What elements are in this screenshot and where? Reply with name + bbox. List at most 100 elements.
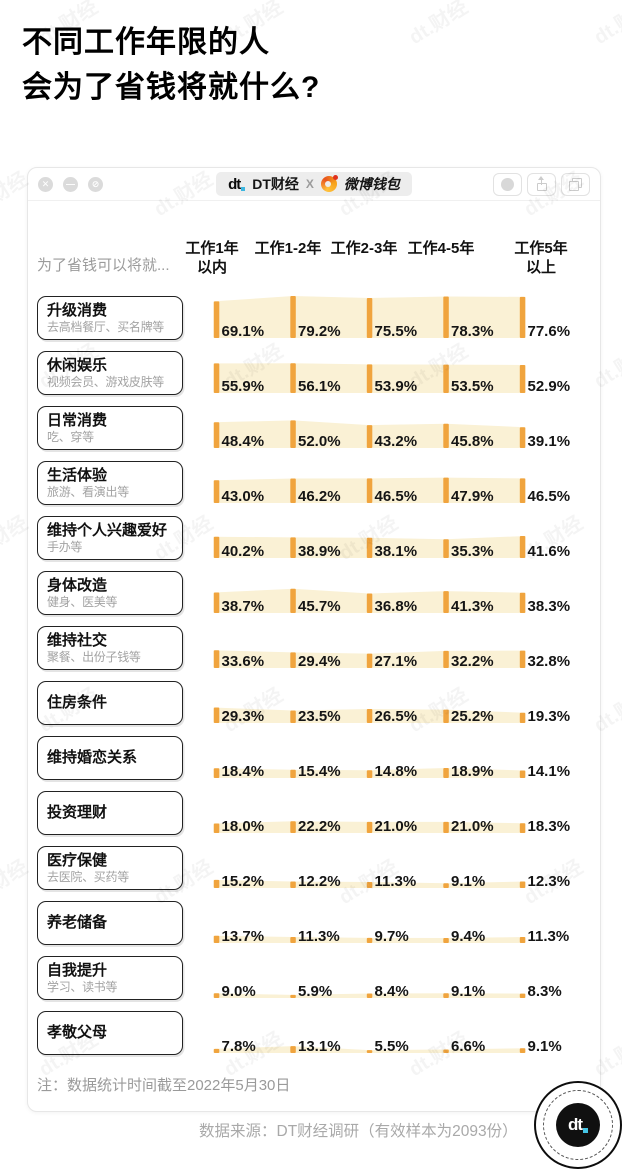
column-header: 工作1-2年: [254, 240, 322, 257]
value-label: 9.0%: [221, 983, 256, 1000]
column-headers: 工作1年 以内 工作1-2年 工作2-3年 工作4-5年 工作5年 以上: [28, 239, 600, 283]
category-box: 身体改造 健身、医美等: [37, 571, 183, 615]
window-header: ✕ — ⊘ dt DT财经 X 微博钱包: [28, 168, 600, 201]
value-label: 18.0%: [221, 818, 265, 835]
bar: [213, 422, 220, 448]
bar: [443, 296, 449, 338]
category-box: 休闲娱乐 视频会员、游戏皮肤等: [37, 351, 183, 395]
value-label: 38.3%: [527, 598, 571, 615]
bar: [213, 707, 220, 723]
table-row: 维持婚恋关系 18.4% 15.4% 14.8% 18.9% 14.1%: [28, 733, 600, 783]
share-button[interactable]: [526, 172, 556, 196]
bar: [290, 420, 296, 448]
category-box: 孝敬父母: [37, 1011, 183, 1055]
category-title: 休闲娱乐: [47, 356, 108, 374]
watermark: dt.财经: [587, 0, 622, 50]
bar: [519, 712, 526, 723]
table-row: 休闲娱乐 视频会员、游戏皮肤等 55.9% 56.1% 53.9% 53.5% 52.9%: [28, 348, 600, 398]
value-label: 12.3%: [527, 873, 571, 890]
category-box: 投资理财: [37, 791, 183, 835]
close-icon[interactable]: ✕: [38, 176, 53, 192]
row-chart: 48.4% 52.0% 43.2% 45.8% 39.1%: [206, 403, 601, 450]
row-chart: 15.2% 12.2% 11.3% 9.1% 12.3%: [206, 843, 601, 890]
value-label: 29.3%: [221, 708, 265, 725]
copy-button[interactable]: [560, 172, 590, 196]
value-label: 18.3%: [527, 818, 571, 835]
bar: [213, 536, 220, 558]
value-label: 23.5%: [298, 708, 341, 725]
value-label: 18.9%: [451, 763, 494, 780]
bar: [519, 365, 526, 393]
table-row: 维持社交 聚餐、出份子钱等 33.6% 29.4% 27.1% 32.2% 32.8%: [28, 623, 600, 673]
value-label: 46.5%: [374, 488, 418, 505]
value-label: 35.3%: [451, 543, 494, 560]
value-label: 45.7%: [298, 598, 341, 615]
category-box: 医疗保健 去医院、买药等: [37, 846, 183, 890]
row-chart: 69.1% 79.2% 75.5% 78.3% 77.6%: [206, 293, 601, 340]
bar: [290, 769, 296, 778]
value-label: 41.3%: [451, 598, 494, 615]
table-row: 孝敬父母 7.8% 13.1% 5.5% 6.6% 9.1%: [28, 1008, 600, 1058]
value-label: 19.3%: [527, 708, 571, 725]
block-icon[interactable]: ⊘: [88, 176, 103, 192]
bar: [290, 1046, 296, 1053]
row-chart: 9.0% 5.9% 8.4% 9.1% 8.3%: [206, 953, 601, 1000]
footnote: 注：数据统计时间截至2022年5月30日: [37, 1077, 291, 1094]
bar: [519, 993, 526, 998]
table-row: 维持个人兴趣爱好 手办等 40.2% 38.9% 38.1% 35.3% 41.6%: [28, 513, 600, 563]
bar: [213, 301, 220, 338]
value-label: 8.4%: [374, 983, 409, 1000]
value-label: 9.1%: [527, 1038, 562, 1055]
bar: [519, 1048, 526, 1053]
value-label: 38.9%: [298, 543, 341, 560]
table-row: 住房条件 29.3% 23.5% 26.5% 25.2% 19.3%: [28, 678, 600, 728]
watermark: dt.财经: [402, 0, 472, 50]
window-controls-right: [440, 172, 590, 196]
bar: [366, 882, 373, 888]
column-header: 工作4-5年: [407, 240, 475, 257]
category-title: 维持婚恋关系: [47, 749, 138, 766]
record-button[interactable]: [492, 172, 522, 196]
value-label: 18.4%: [221, 763, 265, 780]
bar: [290, 710, 296, 723]
value-label: 13.1%: [298, 1038, 341, 1055]
category-box: 维持社交 聚餐、出份子钱等: [37, 626, 183, 670]
page-title: 不同工作年限的人 会为了省钱将就什么?: [22, 20, 320, 110]
category-title: 医疗保健: [47, 851, 108, 869]
bar: [519, 770, 526, 778]
bar: [366, 937, 373, 943]
value-label: 41.6%: [527, 543, 571, 560]
bar: [290, 652, 296, 668]
bar: [443, 883, 449, 888]
bar: [290, 994, 296, 998]
bar: [443, 650, 449, 668]
value-label: 21.0%: [374, 818, 418, 835]
category-box: 升级消费 去高档餐厅、买名牌等: [37, 296, 183, 340]
value-label: 38.1%: [374, 543, 418, 560]
value-label: 9.1%: [451, 873, 486, 890]
minimize-icon[interactable]: —: [63, 176, 78, 192]
table-row: 升级消费 去高档餐厅、买名牌等 69.1% 79.2% 75.5% 78.3% 77.6%: [28, 293, 600, 343]
value-label: 56.1%: [298, 378, 341, 395]
value-label: 13.7%: [221, 928, 265, 945]
row-chart: 18.4% 15.4% 14.8% 18.9% 14.1%: [206, 733, 601, 780]
table-row: 生活体验 旅游、看演出等 43.0% 46.2% 46.5% 47.9% 46.5%: [28, 458, 600, 508]
copy-icon: [568, 177, 582, 191]
value-label: 52.0%: [298, 433, 341, 450]
category-subtitle: 健身、医美等: [47, 594, 118, 609]
bar: [290, 296, 296, 338]
seal-core: dt: [556, 1103, 600, 1147]
value-label: 45.8%: [451, 433, 494, 450]
bar: [443, 1049, 449, 1053]
value-label: 26.5%: [374, 708, 418, 725]
category-subtitle: 视频会员、游戏皮肤等: [47, 374, 165, 389]
bar: [213, 768, 220, 778]
row-axis-label: 为了省钱可以将就...: [37, 257, 170, 274]
bar: [366, 478, 373, 503]
category-subtitle: 去医院、买药等: [47, 869, 129, 884]
value-label: 11.3%: [374, 873, 417, 890]
value-label: 33.6%: [221, 653, 265, 670]
value-label: 21.0%: [451, 818, 494, 835]
bar: [519, 823, 526, 833]
bar: [519, 881, 526, 888]
